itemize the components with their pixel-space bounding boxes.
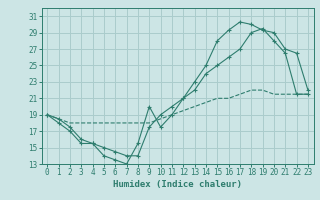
X-axis label: Humidex (Indice chaleur): Humidex (Indice chaleur) bbox=[113, 180, 242, 189]
